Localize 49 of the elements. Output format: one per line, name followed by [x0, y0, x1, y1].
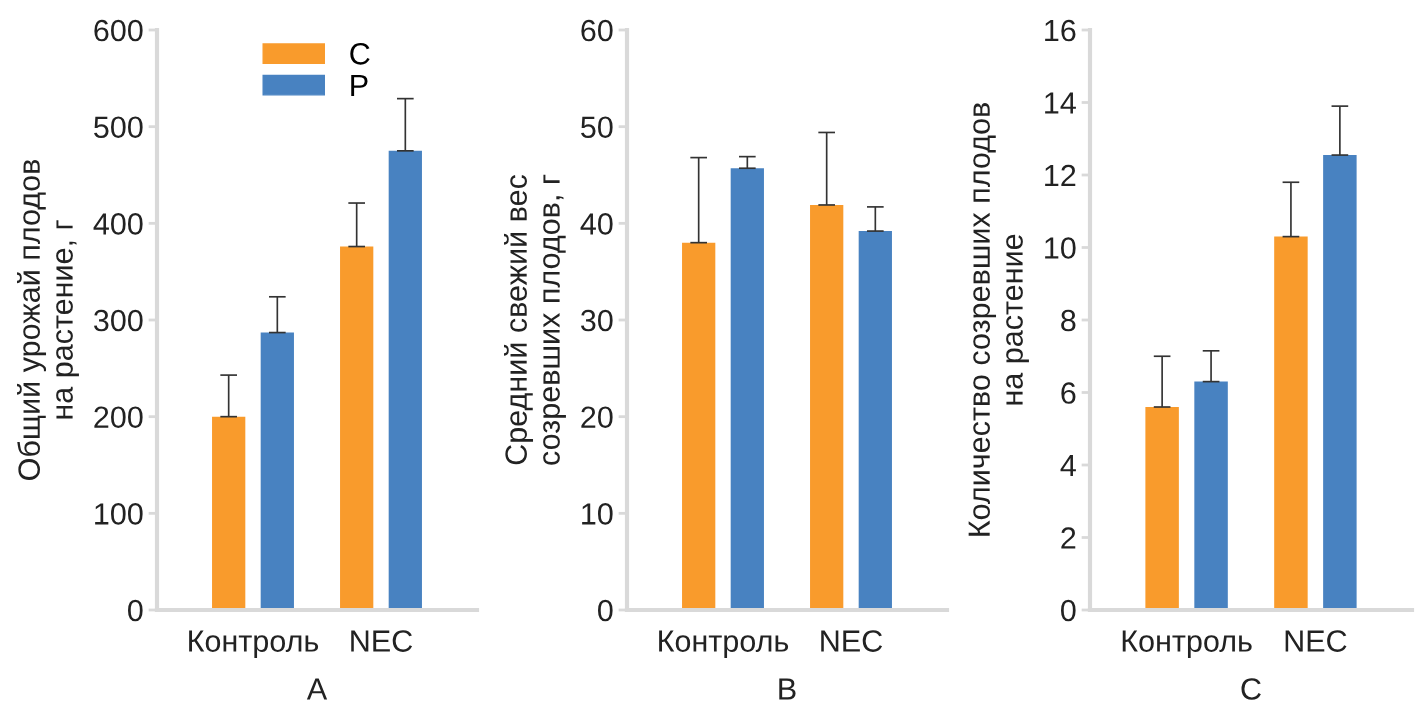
y-axis-title: Количество созревших плодов на растение	[968, 103, 1029, 536]
y-tick-label: 6	[1061, 382, 1076, 404]
y-axis-title: Средний свежий вес созревших плодов, г	[504, 174, 566, 465]
y-axis-title: Общий урожай плодов на растение, г	[17, 159, 79, 480]
y-tick-label: 300	[94, 309, 143, 332]
bar	[730, 168, 764, 610]
y-tick-label: 60	[581, 19, 613, 42]
y-tick-label: 8	[1061, 309, 1076, 332]
legend-label: C	[350, 43, 370, 65]
y-tick-label: 0	[598, 599, 613, 622]
x-axis-title: B	[779, 678, 796, 700]
y-tick-label: 500	[94, 116, 143, 139]
y-tick-label: 0	[128, 599, 143, 622]
x-tick-label: NEC	[351, 630, 413, 652]
y-tick-label: 2	[1061, 527, 1076, 549]
y-tick-label: 50	[581, 116, 613, 139]
y-tick-label: 12	[1045, 164, 1076, 187]
y-tick-label: 600	[94, 19, 143, 42]
bar	[1145, 407, 1179, 610]
y-tick-label: 0	[1061, 599, 1076, 622]
legend-label: P	[351, 74, 368, 96]
y-tick-label: 20	[581, 406, 613, 429]
bar	[260, 332, 294, 610]
x-tick-label: NEC	[1285, 630, 1347, 652]
bar	[858, 231, 892, 610]
x-axis-title: C	[1241, 678, 1261, 700]
bar	[340, 246, 374, 610]
y-tick-label: 16	[1045, 19, 1076, 42]
y-tick-label: 10	[1045, 237, 1076, 259]
bar	[388, 150, 422, 610]
y-tick-label: 100	[95, 503, 143, 525]
y-tick-label: 30	[580, 309, 613, 332]
y-tick-label: 200	[94, 406, 143, 429]
y-tick-label: 14	[1045, 92, 1076, 114]
bar	[1323, 155, 1357, 610]
bar	[212, 416, 246, 610]
y-tick-label: 400	[93, 213, 143, 235]
x-axis-title: A	[306, 678, 328, 700]
bar	[1274, 236, 1308, 610]
x-tick-label: Контроль	[659, 630, 789, 658]
bar	[1194, 381, 1228, 610]
y-tick-label: 4	[1060, 455, 1076, 477]
y-tick-label: 40	[580, 213, 613, 235]
bar	[682, 242, 716, 610]
y-tick-label: 10	[582, 503, 613, 525]
x-tick-label: NEC	[821, 630, 883, 652]
x-tick-label: Контроль	[189, 630, 319, 658]
bar	[810, 204, 844, 610]
x-tick-label: Контроль	[1122, 630, 1252, 658]
